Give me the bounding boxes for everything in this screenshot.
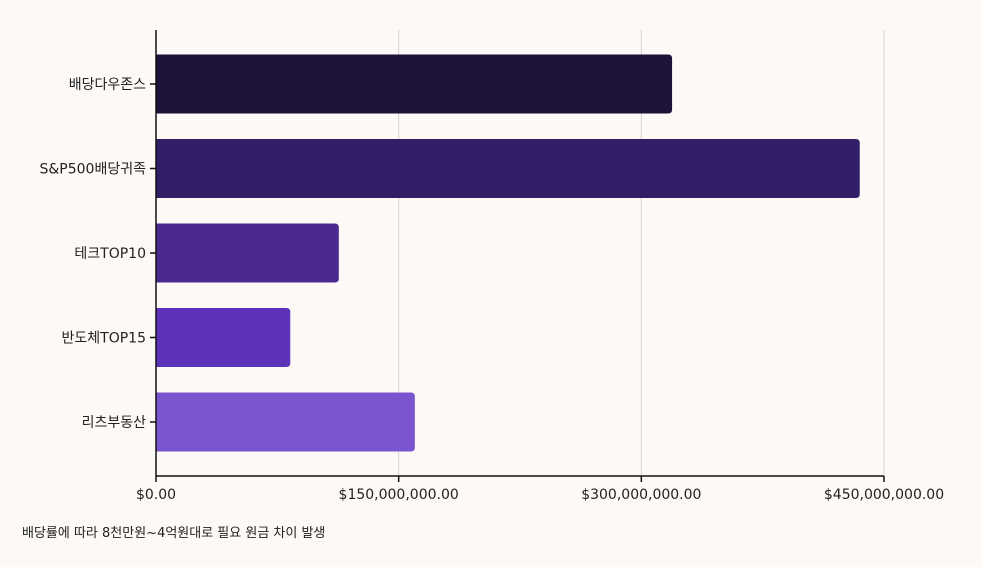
y-tick-label: 배당다우존스 — [69, 77, 146, 93]
bar — [156, 54, 673, 114]
bar — [156, 223, 339, 283]
bar — [156, 308, 291, 367]
y-tick-label: 반도체TOP15 — [62, 331, 146, 347]
bar — [156, 139, 860, 198]
x-tick-label: $450,000,000.00 — [824, 487, 944, 503]
x-tick-label: $0.00 — [136, 487, 176, 503]
bars — [156, 54, 860, 452]
y-tick-label: 리츠부동산 — [82, 415, 147, 431]
x-tick-label: $300,000,000.00 — [581, 487, 701, 503]
chart-caption: 배당률에 따라 8천만원~4억원대로 필요 원금 차이 발생 — [22, 526, 326, 541]
y-tick-label: 테크TOP10 — [74, 246, 146, 262]
x-tick-label: $150,000,000.00 — [339, 487, 459, 503]
y-tick-label: S&P500배당귀족 — [40, 162, 147, 178]
bar — [156, 392, 415, 452]
x-ticks: $0.00 $150,000,000.00 $300,000,000.00 $450,… — [136, 476, 944, 503]
